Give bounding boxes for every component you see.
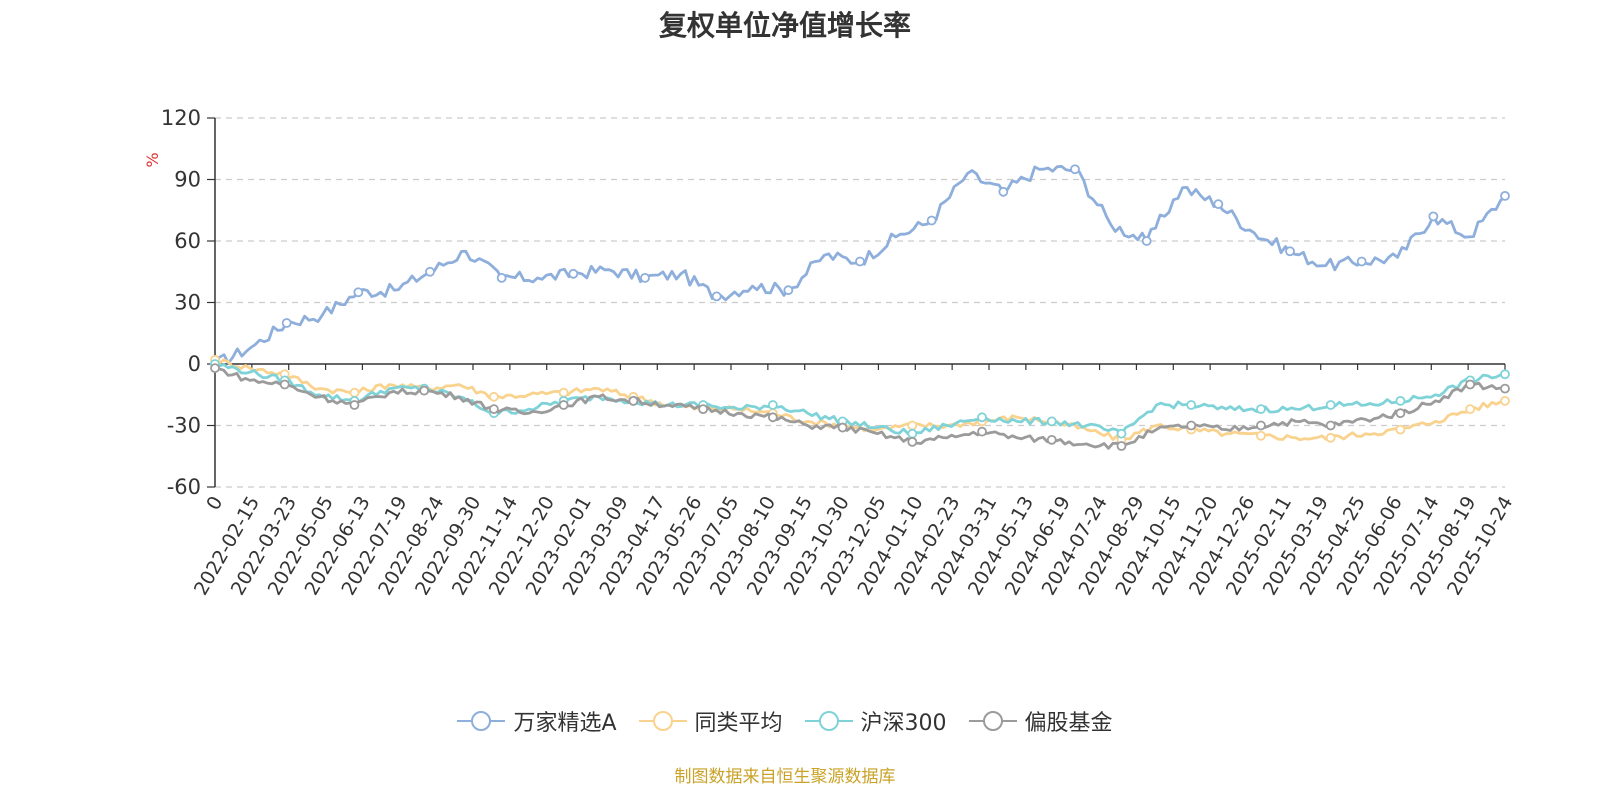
series-point-2 <box>1325 400 1336 410</box>
series-point-3 <box>419 385 430 396</box>
chart-title: 复权单位净值增长率 <box>658 9 911 42</box>
series-point-3 <box>279 379 290 390</box>
y-tick-label: -60 <box>167 475 201 499</box>
y-tick-label: -30 <box>167 414 201 438</box>
legend: 万家精选A 同类平均 沪深300 偏股基金 <box>0 705 1570 737</box>
series-point-1 <box>558 387 569 398</box>
y-tick-label: 120 <box>161 106 201 130</box>
legend-label: 万家精选A <box>513 711 617 736</box>
series-point-3 <box>1116 441 1127 451</box>
series-point-0 <box>998 186 1009 197</box>
series-point-3 <box>558 400 569 410</box>
series-point-0 <box>1141 236 1152 246</box>
series-point-2 <box>1395 395 1406 406</box>
series-point-0 <box>1356 256 1367 267</box>
series-point-3 <box>349 400 360 410</box>
legend-item[interactable]: 同类平均 <box>638 705 783 737</box>
series-point-0 <box>640 272 650 283</box>
series-point-0 <box>926 215 937 226</box>
series-point-2 <box>767 400 778 410</box>
y-axis-unit-label: % <box>143 152 162 167</box>
series-point-3 <box>628 395 639 406</box>
series-point-1 <box>489 391 499 402</box>
series-point-2 <box>1046 416 1057 427</box>
legend-line-circle-icon <box>804 711 853 731</box>
y-tick-label: 90 <box>174 168 201 192</box>
series-point-0 <box>855 256 865 267</box>
series-point-3 <box>1186 420 1197 431</box>
legend-label: 偏股基金 <box>1024 711 1113 736</box>
series-point-3 <box>1395 408 1406 419</box>
series-point-3 <box>698 404 709 415</box>
series-point-3 <box>1465 379 1476 390</box>
series-point-2 <box>1500 369 1510 380</box>
y-tick-label: 60 <box>174 229 201 253</box>
series-point-0 <box>1500 190 1510 201</box>
series-point-2 <box>1116 428 1127 439</box>
series-point-0 <box>1213 199 1224 210</box>
legend-line-circle-icon <box>638 711 687 731</box>
series-point-1 <box>349 387 360 398</box>
legend-line-circle-icon <box>457 711 506 731</box>
series-point-0 <box>425 266 435 277</box>
series-point-1 <box>1256 430 1266 441</box>
series-point-1 <box>1465 404 1476 415</box>
chart-plot: 1209060300-30-60%02022-02-152022-03-2320… <box>143 106 1517 599</box>
series-point-0 <box>281 318 292 328</box>
series-point-3 <box>837 422 848 433</box>
legend-item[interactable]: 万家精选A <box>457 705 617 737</box>
series-point-0 <box>353 287 364 298</box>
series-point-2 <box>977 412 987 423</box>
series-point-3 <box>767 412 778 423</box>
source-note: 制图数据来自恒生聚源数据库 <box>674 767 896 787</box>
series-point-1 <box>907 420 918 431</box>
legend-label: 同类平均 <box>694 711 783 736</box>
series-point-3 <box>210 363 220 374</box>
series-point-3 <box>1500 383 1510 394</box>
y-tick-label: 0 <box>188 352 201 376</box>
series-point-3 <box>907 436 918 447</box>
series-point-2 <box>1256 404 1266 415</box>
series-point-0 <box>1428 211 1439 222</box>
series-point-1 <box>1500 395 1510 406</box>
series-point-0 <box>1285 246 1295 257</box>
series-point-0 <box>1070 164 1080 175</box>
series-point-2 <box>1186 400 1197 410</box>
series-point-2 <box>907 428 918 439</box>
series-point-0 <box>496 272 507 283</box>
series-point-3 <box>977 426 987 437</box>
series-point-3 <box>1256 420 1266 431</box>
series-point-0 <box>783 285 794 296</box>
legend-item[interactable]: 偏股基金 <box>968 705 1113 737</box>
series-point-3 <box>489 404 499 415</box>
series-point-3 <box>1046 434 1057 445</box>
series-line-3 <box>214 366 1506 450</box>
series-point-0 <box>711 291 722 302</box>
series-point-3 <box>1325 420 1336 431</box>
series-point-0 <box>568 268 579 279</box>
legend-item[interactable]: 沪深300 <box>804 705 947 737</box>
series-point-1 <box>1395 424 1406 435</box>
legend-line-circle-icon <box>968 711 1017 731</box>
x-tick-label: 0 <box>202 493 227 514</box>
series-point-1 <box>1325 432 1336 443</box>
legend-label: 沪深300 <box>860 711 947 736</box>
y-tick-label: 30 <box>174 291 201 315</box>
